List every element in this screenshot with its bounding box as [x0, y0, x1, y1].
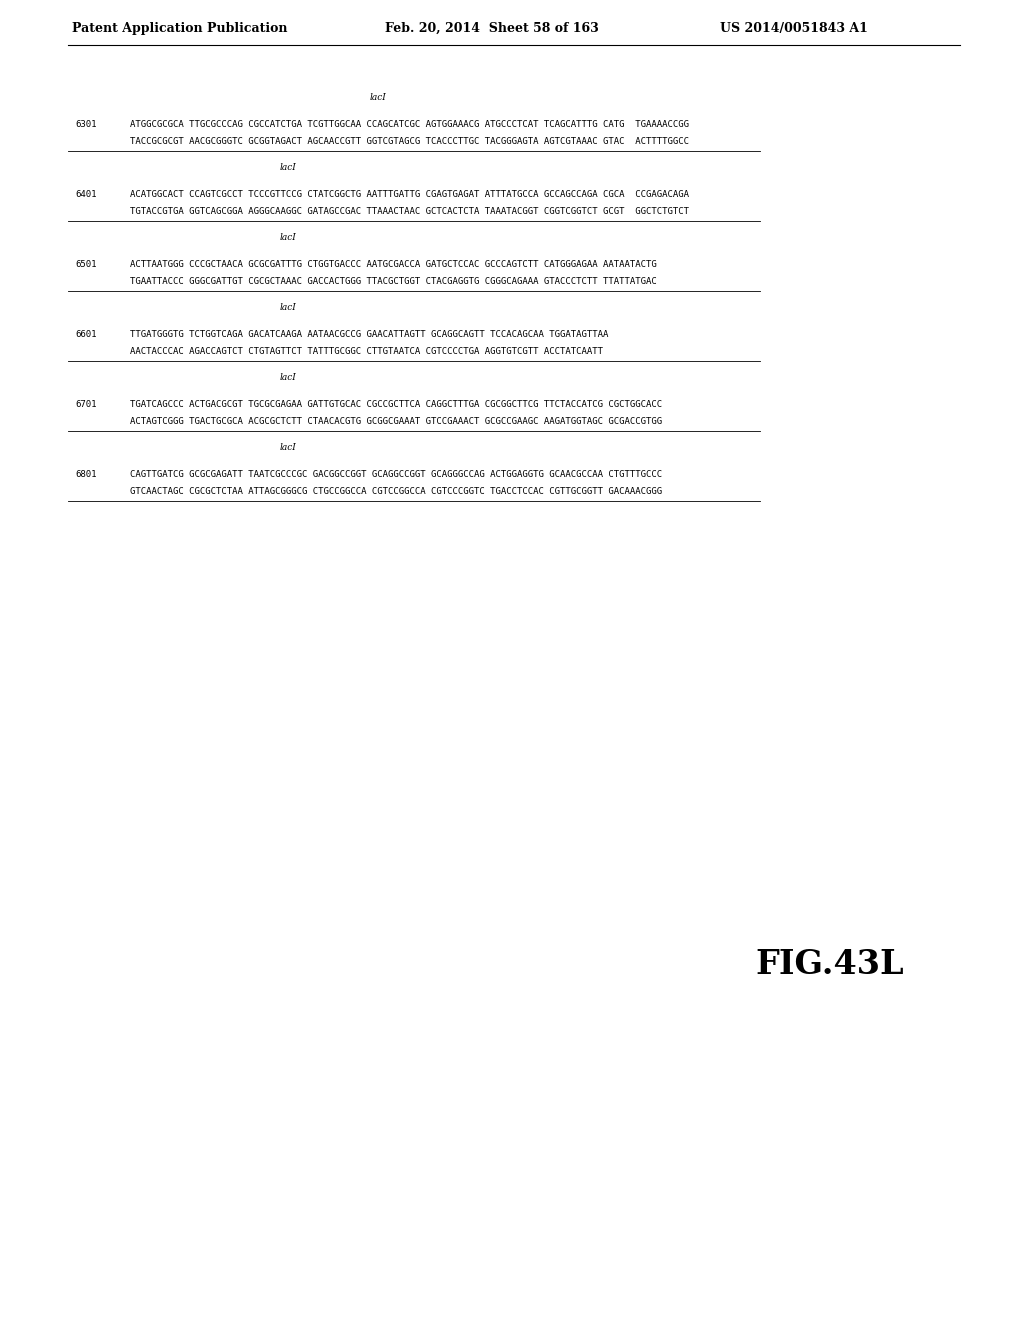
Text: FIG.43L: FIG.43L	[756, 949, 904, 982]
Text: TGATCAGCCC ACTGACGCGT TGCGCGAGAA GATTGTGCAC CGCCGCTTCA CAGGCTTTGA CGCGGCTTCG TTC: TGATCAGCCC ACTGACGCGT TGCGCGAGAA GATTGTG…	[130, 400, 663, 409]
Text: lacI: lacI	[280, 444, 297, 451]
Text: 6701: 6701	[75, 400, 96, 409]
Text: lacI: lacI	[280, 304, 297, 312]
Text: 6801: 6801	[75, 470, 96, 479]
Text: 6401: 6401	[75, 190, 96, 199]
Text: ACTAGTCGGG TGACTGCGCA ACGCGCTCTT CTAACACGTG GCGGCGAAAT GTCCGAAACT GCGCCGAAGC AAG: ACTAGTCGGG TGACTGCGCA ACGCGCTCTT CTAACAC…	[130, 417, 663, 426]
Text: AACTACCCAC AGACCAGTCT CTGTAGTTCT TATTTGCGGC CTTGTAATCA CGTCCCCTGA AGGTGTCGTT ACC: AACTACCCAC AGACCAGTCT CTGTAGTTCT TATTTGC…	[130, 347, 603, 356]
Text: GTCAACTAGC CGCGCTCTAA ATTAGCGGGCG CTGCCGGCCA CGTCCGGCCA CGTCCCGGTC TGACCTCCAC CG: GTCAACTAGC CGCGCTCTAA ATTAGCGGGCG CTGCCG…	[130, 487, 663, 496]
Text: CAGTTGATCG GCGCGAGATT TAATCGCCCGC GACGGCCGGT GCAGGCCGGT GCAGGGCCAG ACTGGAGGTG GC: CAGTTGATCG GCGCGAGATT TAATCGCCCGC GACGGC…	[130, 470, 663, 479]
Text: Feb. 20, 2014  Sheet 58 of 163: Feb. 20, 2014 Sheet 58 of 163	[385, 22, 599, 36]
Text: ACATGGCACT CCAGTCGCCT TCCCGTTCCG CTATCGGCTG AATTTGATTG CGAGTGAGAT ATTTATGCCA GCC: ACATGGCACT CCAGTCGCCT TCCCGTTCCG CTATCGG…	[130, 190, 689, 199]
Text: Patent Application Publication: Patent Application Publication	[72, 22, 288, 36]
Text: lacI: lacI	[280, 162, 297, 172]
Text: 6501: 6501	[75, 260, 96, 269]
Text: lacI: lacI	[280, 374, 297, 381]
Text: TTGATGGGTG TCTGGTCAGA GACATCAAGA AATAACGCCG GAACATTAGTT GCAGGCAGTT TCCACAGCAA TG: TTGATGGGTG TCTGGTCAGA GACATCAAGA AATAACG…	[130, 330, 608, 339]
Text: 6301: 6301	[75, 120, 96, 129]
Text: ATGGCGCGCA TTGCGCCCAG CGCCATCTGA TCGTTGGCAA CCAGCATCGC AGTGGAAACG ATGCCCTCAT TCA: ATGGCGCGCA TTGCGCCCAG CGCCATCTGA TCGTTGG…	[130, 120, 689, 129]
Text: TACCGCGCGT AACGCGGGTC GCGGTAGACT AGCAACCGTT GGTCGTAGCG TCACCCTTGC TACGGGAGTA AGT: TACCGCGCGT AACGCGGGTC GCGGTAGACT AGCAACC…	[130, 137, 689, 147]
Text: lacI: lacI	[370, 92, 387, 102]
Text: lacI: lacI	[280, 234, 297, 242]
Text: TGAATTACCC GGGCGATTGT CGCGCTAAAC GACCACTGGG TTACGCTGGT CTACGAGGTG CGGGCAGAAA GTA: TGAATTACCC GGGCGATTGT CGCGCTAAAC GACCACT…	[130, 277, 656, 286]
Text: TGTACCGTGA GGTCAGCGGA AGGGCAAGGC GATAGCCGAC TTAAACTAAC GCTCACTCTA TAAATACGGT CGG: TGTACCGTGA GGTCAGCGGA AGGGCAAGGC GATAGCC…	[130, 207, 689, 216]
Text: US 2014/0051843 A1: US 2014/0051843 A1	[720, 22, 868, 36]
Text: 6601: 6601	[75, 330, 96, 339]
Text: ACTTAATGGG CCCGCTAACA GCGCGATTTG CTGGTGACCC AATGCGACCA GATGCTCCAC GCCCAGTCTT CAT: ACTTAATGGG CCCGCTAACA GCGCGATTTG CTGGTGA…	[130, 260, 656, 269]
